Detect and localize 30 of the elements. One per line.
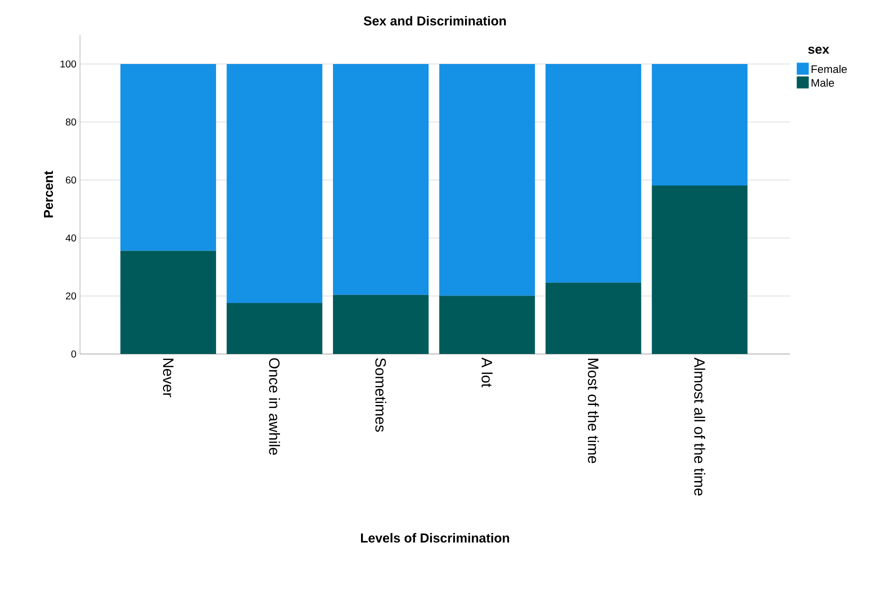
y-tick-label: 60 [66, 176, 76, 184]
bar [226, 64, 322, 303]
y-tick-label: 20 [66, 292, 76, 300]
legend-title: sex [808, 46, 830, 54]
bar [120, 250, 216, 354]
x-tick-label: Almost all of the time [694, 358, 706, 496]
x-tick-label: Once in awhile [269, 358, 280, 455]
y-tick-label: 40 [66, 234, 76, 242]
bar [332, 294, 429, 354]
y-tick-label: 80 [66, 118, 76, 126]
bar [439, 296, 535, 354]
x-axis-title: Levels of Discrimination [361, 533, 510, 543]
x-tick-label: A lot [482, 358, 493, 388]
bar [652, 64, 748, 186]
bar [226, 302, 322, 354]
bar [332, 64, 429, 295]
x-tick-label: Sometimes [375, 358, 386, 432]
legend-label: Female [812, 64, 847, 74]
bar [652, 186, 748, 354]
chart-title: Sex and Discrimination [364, 16, 506, 26]
bar [120, 64, 216, 251]
bar [546, 282, 642, 354]
y-tick-label: 100 [60, 60, 76, 68]
x-tick-label: Never [163, 358, 174, 398]
legend-label: Male [812, 78, 834, 87]
y-axis-title: Percent [44, 170, 54, 218]
bar [546, 64, 642, 283]
y-tick-label: 0 [71, 350, 76, 358]
bar [439, 64, 535, 296]
x-tick-label: Most of the time [588, 358, 599, 464]
